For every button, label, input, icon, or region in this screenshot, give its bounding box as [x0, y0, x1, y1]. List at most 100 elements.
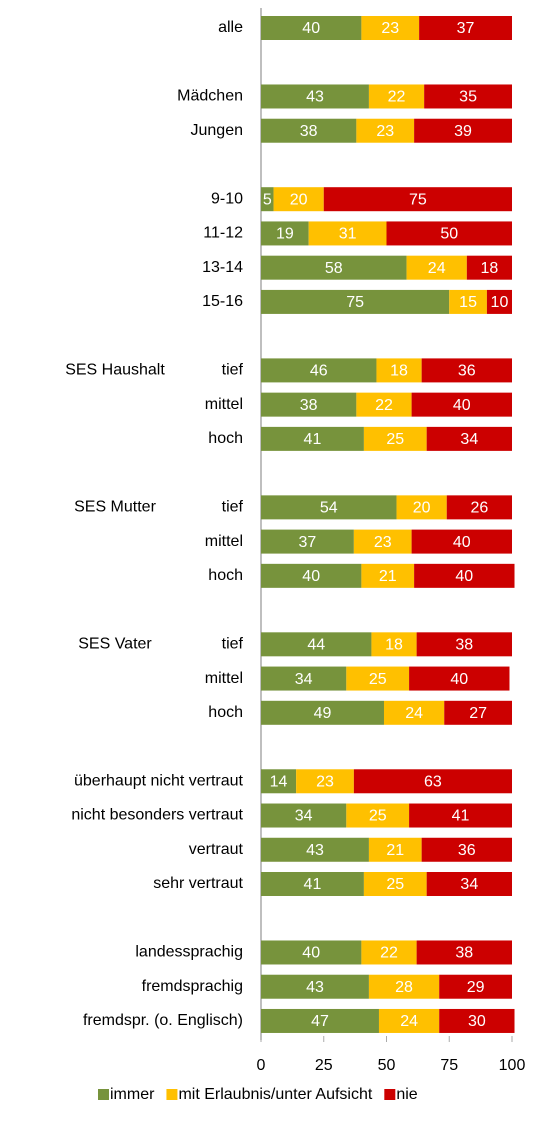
value-label: 75	[346, 294, 364, 311]
value-label: 18	[481, 260, 499, 277]
value-label: 38	[300, 397, 318, 414]
bar-segment	[273, 187, 324, 212]
value-label: 21	[379, 568, 397, 585]
bar-segment	[424, 84, 512, 109]
value-label: 75	[409, 191, 427, 208]
value-label: 19	[276, 226, 294, 243]
value-label: 5	[263, 191, 272, 208]
value-label: 46	[310, 363, 328, 380]
value-label: 37	[457, 20, 475, 37]
legend-swatch	[166, 1089, 178, 1100]
value-label: 25	[386, 876, 404, 893]
bar-segment	[261, 84, 369, 109]
value-label: 40	[302, 20, 320, 37]
category-label: hoch	[208, 704, 243, 721]
bar-segment	[371, 632, 417, 657]
value-label: 58	[325, 260, 343, 277]
value-label: 54	[320, 500, 338, 517]
bar-segment	[361, 940, 417, 965]
value-label: 22	[375, 397, 393, 414]
bar-segment	[261, 632, 372, 657]
bar-segment	[261, 221, 309, 246]
bar-segment	[261, 16, 362, 40]
bar-segment	[361, 16, 420, 40]
bar-segment	[361, 563, 415, 588]
bar-segment	[421, 358, 512, 383]
value-label: 34	[460, 431, 478, 448]
category-label: mittel	[205, 396, 243, 413]
value-label: 24	[405, 705, 423, 722]
value-label: 25	[386, 431, 404, 448]
legend-swatch	[98, 1089, 109, 1100]
category-label: tief	[222, 362, 244, 379]
value-label: 21	[386, 842, 404, 859]
bar-segment	[409, 666, 510, 691]
category-label: tief	[222, 499, 244, 516]
category-label: mittel	[205, 670, 243, 687]
bar-segment	[261, 1008, 379, 1033]
bar-segment	[426, 426, 512, 451]
bar-segment	[261, 392, 357, 417]
value-label: 36	[458, 842, 476, 859]
legend-label: nie	[396, 1086, 417, 1103]
bar-segment	[411, 529, 512, 554]
bar-segment	[419, 16, 512, 40]
value-label: 63	[424, 773, 442, 790]
bar-segment	[439, 974, 512, 999]
bar-segment	[261, 666, 347, 691]
category-label: überhaupt nicht vertraut	[74, 772, 244, 789]
bar-segment	[261, 837, 369, 862]
value-label: 14	[270, 773, 288, 790]
bar-segment	[261, 872, 364, 896]
bar-segment	[376, 358, 422, 383]
category-label: 13-14	[202, 259, 243, 276]
value-label: 24	[428, 260, 446, 277]
value-label: 34	[295, 671, 313, 688]
bar-segment	[261, 118, 357, 143]
bar-segment	[416, 632, 512, 657]
legend-label: immer	[110, 1086, 155, 1103]
group-label: SES Mutter	[74, 499, 156, 516]
bar-segment	[296, 769, 354, 794]
x-tick-label: 50	[378, 1057, 396, 1074]
value-label: 18	[385, 637, 403, 654]
value-label: 41	[304, 431, 322, 448]
bar-segment	[261, 563, 362, 588]
x-tick-label: 0	[257, 1057, 266, 1074]
category-label: sehr vertraut	[153, 875, 243, 892]
value-label: 40	[455, 568, 473, 585]
category-label: landessprachig	[135, 944, 243, 961]
value-label: 40	[302, 945, 320, 962]
value-label: 40	[453, 397, 471, 414]
value-label: 44	[307, 637, 325, 654]
value-label: 23	[376, 123, 394, 140]
bar-segment	[444, 700, 512, 725]
value-label: 23	[316, 773, 334, 790]
value-label: 10	[491, 294, 509, 311]
category-label: hoch	[208, 567, 243, 584]
bar-segment	[308, 221, 387, 246]
bar-segment	[363, 872, 427, 896]
category-label: 11-12	[203, 225, 243, 242]
bar-segment	[406, 255, 467, 280]
value-label: 41	[452, 808, 470, 825]
bar-segment	[356, 392, 412, 417]
bar-segment	[439, 1008, 515, 1033]
bar-segment	[363, 426, 427, 451]
bar-segment	[411, 392, 512, 417]
value-label: 35	[459, 89, 477, 106]
bar-segment	[414, 118, 512, 143]
category-label: fremdspr. (o. Englisch)	[83, 1012, 243, 1029]
value-label: 25	[369, 808, 387, 825]
value-label: 40	[302, 568, 320, 585]
value-label: 18	[390, 363, 408, 380]
bar-segment	[414, 563, 515, 588]
category-label: Jungen	[191, 122, 244, 139]
value-label: 26	[470, 500, 488, 517]
value-label: 39	[454, 123, 472, 140]
value-label: 23	[381, 20, 399, 37]
bar-segment	[416, 940, 512, 965]
bar-segment	[346, 666, 410, 691]
bar-segment	[261, 187, 274, 212]
value-label: 22	[388, 89, 406, 106]
